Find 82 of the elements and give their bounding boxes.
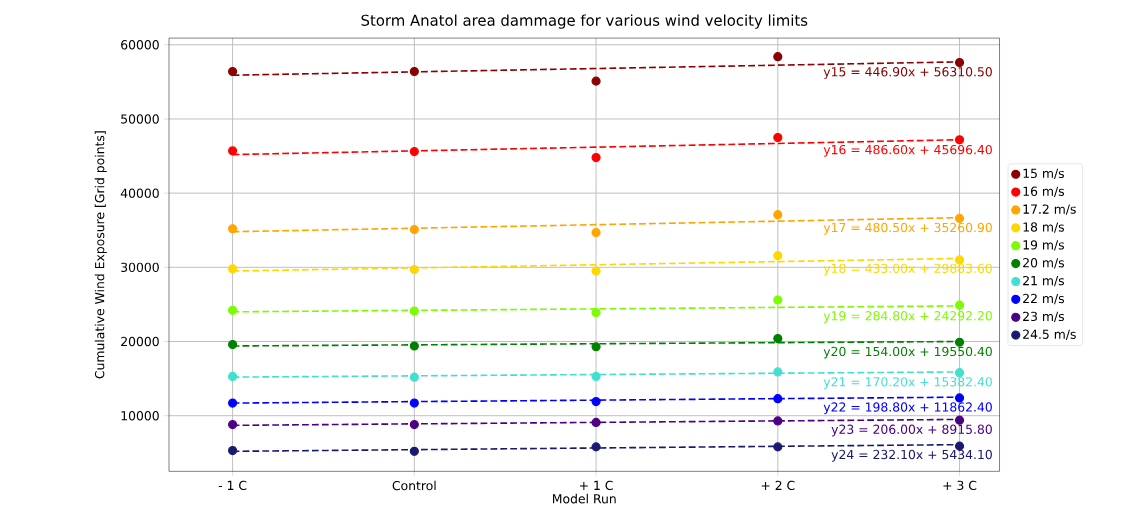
series-label: y24 = 232.10x + 5434.10 <box>831 449 992 462</box>
point <box>228 264 238 274</box>
legend-label: 17.2 m/s <box>1023 204 1076 215</box>
y-tick-label: 50000 <box>121 114 159 124</box>
series-label: y17 = 480.50x + 35260.90 <box>823 222 992 235</box>
point <box>228 445 238 456</box>
point <box>773 295 783 305</box>
legend-label: 20 m/s <box>1023 257 1064 269</box>
point <box>773 416 783 426</box>
legend-label: 24.5 m/s <box>1023 329 1076 340</box>
point <box>954 57 965 68</box>
point <box>591 417 601 427</box>
x-tick-label: - 1 C <box>218 480 247 490</box>
point <box>409 419 419 430</box>
legend-label: 22 m/s <box>1023 293 1064 305</box>
point <box>773 442 783 452</box>
legend-label: 16 m/s <box>1023 186 1064 197</box>
point <box>773 209 783 220</box>
point <box>228 371 238 381</box>
point <box>591 266 601 276</box>
y-tick-label: 20000 <box>121 336 159 347</box>
series-label: y21 = 170.20x + 15382.40 <box>823 377 992 389</box>
point <box>591 342 601 352</box>
point <box>773 132 783 143</box>
series-label: y19 = 284.80x + 24292.20 <box>823 311 992 323</box>
series-label: y15 = 446.90x + 56310.50 <box>823 66 992 79</box>
point <box>591 76 601 86</box>
x-tick-label: Control <box>392 480 436 491</box>
point <box>228 419 238 430</box>
point <box>228 66 238 76</box>
x-axis-title: Model Run <box>553 493 616 504</box>
point <box>773 367 783 377</box>
point <box>409 66 419 76</box>
point <box>228 305 238 315</box>
x-tick-label: + 1 C <box>579 480 613 490</box>
point <box>228 224 238 234</box>
point <box>954 337 965 347</box>
point <box>409 372 419 382</box>
point <box>954 300 965 310</box>
point <box>409 398 419 408</box>
point <box>409 224 419 234</box>
y-tick-label: 10000 <box>121 410 159 421</box>
series-label: y22 = 198.80x + 11862.40 <box>823 402 992 415</box>
point <box>409 446 419 456</box>
point <box>591 152 601 163</box>
series-label: y18 = 433.00x + 29883.60 <box>823 263 992 276</box>
chart-title: Storm Anatol area dammage for various wind velocity limits <box>361 14 808 29</box>
point <box>954 135 965 145</box>
series-label: y23 = 206.00x + 8915.80 <box>831 424 992 437</box>
point <box>954 368 965 378</box>
legend-label: 23 m/s <box>1023 311 1064 322</box>
point <box>591 371 601 381</box>
y-tick-label: 40000 <box>120 188 159 198</box>
y-tick-label: 60000 <box>121 39 159 50</box>
legend-label: 21 m/s <box>1023 275 1064 287</box>
point <box>591 227 601 237</box>
point <box>591 307 601 318</box>
legend-label: 15 m/s <box>1023 168 1064 179</box>
point <box>228 339 238 349</box>
point <box>591 396 601 407</box>
point <box>773 250 783 260</box>
point <box>228 146 238 156</box>
point <box>409 341 419 351</box>
y-tick-label: 30000 <box>121 262 159 272</box>
point <box>773 51 783 62</box>
point <box>773 393 783 404</box>
y-axis-title: Cumulative Wind Exposure [Grid points] <box>94 131 107 379</box>
point <box>228 398 238 408</box>
x-tick-label: + 3 C <box>943 480 977 490</box>
x-tick-label: + 2 C <box>761 480 795 490</box>
point <box>954 393 965 403</box>
point <box>591 442 601 452</box>
legend-label: 18 m/s <box>1023 222 1064 233</box>
series-label: y16 = 486.60x + 45696.40 <box>823 144 992 157</box>
series-label: y20 = 154.00x + 19550.40 <box>823 346 992 359</box>
point <box>954 415 965 425</box>
point <box>409 146 419 157</box>
point <box>409 264 419 275</box>
point <box>773 333 783 344</box>
point <box>954 213 965 223</box>
point <box>409 306 419 316</box>
legend-label: 19 m/s <box>1023 240 1064 251</box>
